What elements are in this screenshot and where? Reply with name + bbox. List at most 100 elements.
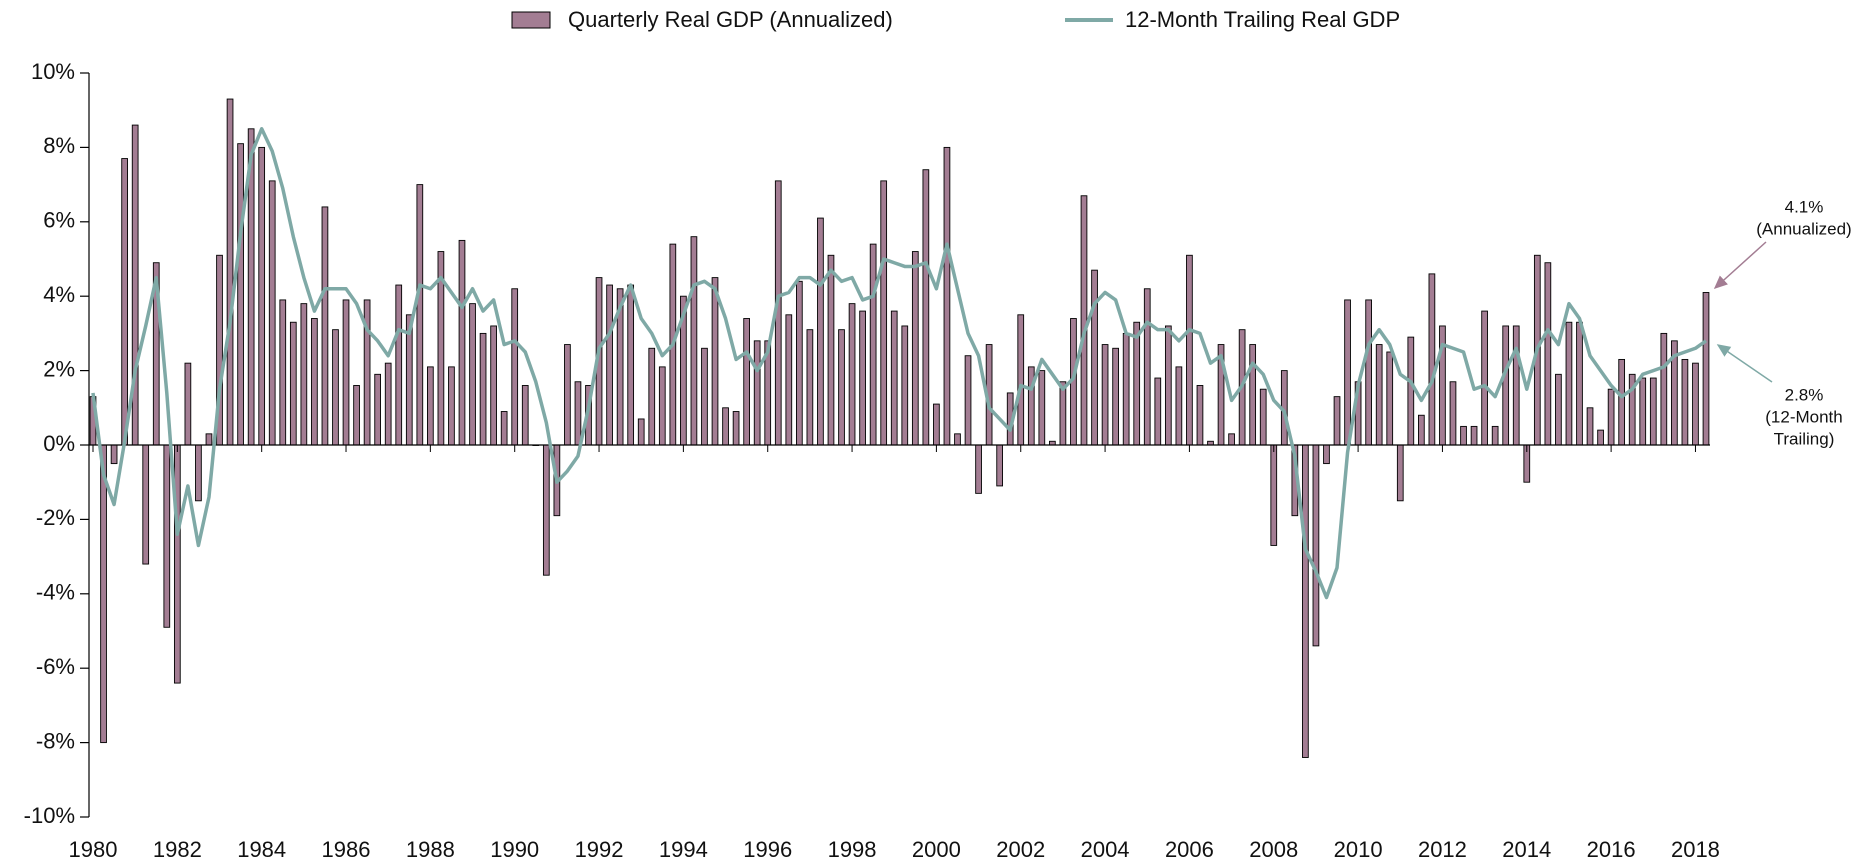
y-tick-label: 8% <box>43 133 75 158</box>
annotation: Trailing) <box>1774 429 1835 448</box>
bar <box>1555 373 1562 446</box>
bar <box>500 411 508 446</box>
bar <box>1512 325 1520 446</box>
bar <box>521 385 529 446</box>
bar <box>1607 388 1615 446</box>
bar <box>1639 377 1647 446</box>
y-tick-label: -10% <box>24 803 75 828</box>
bar <box>627 284 635 446</box>
bar <box>395 284 403 446</box>
legend-swatch <box>511 11 551 29</box>
bar <box>1164 325 1172 446</box>
x-tick-label: 2012 <box>1418 837 1467 862</box>
annotation: 4.1% <box>1785 197 1824 216</box>
bar <box>1143 288 1151 446</box>
bar <box>869 243 877 446</box>
bar <box>374 373 381 446</box>
bar <box>722 407 729 446</box>
bar <box>880 180 888 446</box>
x-tick-label: 1982 <box>153 837 202 862</box>
bar <box>1122 332 1130 446</box>
bar <box>490 325 497 446</box>
bar <box>416 184 424 446</box>
x-tick-label: 1990 <box>490 837 539 862</box>
bar <box>1186 254 1193 446</box>
bar <box>964 355 972 446</box>
bar <box>1375 344 1383 446</box>
bar <box>838 329 845 446</box>
bar <box>332 329 339 446</box>
x-tick-label: 2014 <box>1502 837 1551 862</box>
bar <box>1249 344 1257 446</box>
bar <box>1618 358 1626 446</box>
bar <box>817 217 824 446</box>
bar <box>142 444 150 565</box>
bar <box>1323 444 1330 465</box>
bar <box>268 180 276 446</box>
bar <box>1270 444 1278 546</box>
bar <box>1491 425 1499 446</box>
legend-label: Quarterly Real GDP (Annualized) <box>568 7 893 32</box>
y-tick-label: -6% <box>36 654 75 679</box>
bar <box>321 206 329 446</box>
bar <box>1481 310 1488 446</box>
bar <box>1312 444 1320 647</box>
bar <box>353 385 360 446</box>
bar <box>1649 377 1657 446</box>
bar <box>1302 444 1309 758</box>
bar <box>1586 407 1594 446</box>
bar <box>511 288 519 446</box>
bar <box>1259 388 1267 446</box>
bar <box>1112 347 1119 446</box>
annotation-arrow <box>1713 241 1767 290</box>
bar <box>384 362 392 446</box>
bar <box>427 366 434 446</box>
bar <box>131 124 139 446</box>
x-tick-label: 1988 <box>406 837 455 862</box>
bar <box>848 303 856 446</box>
annotation: 2.8% <box>1785 385 1824 404</box>
x-tick-label: 2002 <box>996 837 1045 862</box>
bar <box>448 366 455 446</box>
bar <box>901 325 909 446</box>
bar <box>658 366 666 446</box>
bar <box>1154 377 1162 446</box>
bar <box>1196 385 1204 446</box>
x-tick-label: 2000 <box>912 837 961 862</box>
x-tick-label: 1992 <box>575 837 624 862</box>
bar <box>922 169 930 446</box>
y-tick-label: 10% <box>31 59 75 84</box>
bar <box>1080 195 1088 446</box>
bar <box>1449 381 1457 446</box>
bar <box>163 444 171 628</box>
bar <box>258 146 266 446</box>
bar <box>785 314 793 446</box>
bar <box>574 381 582 446</box>
bar <box>205 433 213 446</box>
bar <box>1059 381 1067 446</box>
bar <box>1565 321 1573 446</box>
y-tick-label: -4% <box>36 580 75 605</box>
bar <box>542 444 550 576</box>
bar <box>1175 366 1183 446</box>
bar <box>173 444 181 684</box>
bar <box>690 236 698 446</box>
bar <box>806 329 814 446</box>
bar <box>1502 325 1510 446</box>
bar <box>743 318 750 446</box>
x-tick-label: 2008 <box>1249 837 1298 862</box>
bar <box>1038 370 1046 446</box>
bar <box>121 158 128 446</box>
bar <box>1091 269 1098 446</box>
bar <box>1407 336 1415 446</box>
x-tick-label: 1980 <box>69 837 118 862</box>
bar <box>342 299 350 446</box>
x-tick-label: 1984 <box>237 837 286 862</box>
x-tick-label: 1986 <box>322 837 371 862</box>
bar <box>1418 414 1425 446</box>
bar <box>1428 273 1436 446</box>
bar <box>1101 344 1109 446</box>
bar <box>1544 262 1552 446</box>
x-tick-label: 2018 <box>1671 837 1720 862</box>
y-tick-label: 2% <box>43 356 75 381</box>
